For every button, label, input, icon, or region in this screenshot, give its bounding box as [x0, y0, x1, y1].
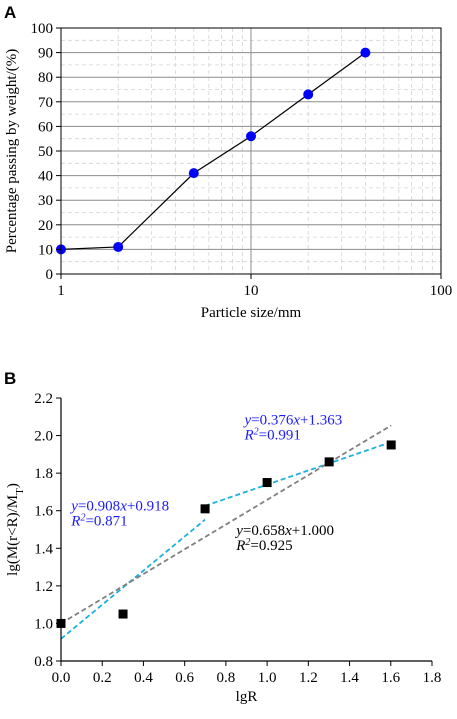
x-tick-label: 0.4 [134, 670, 153, 686]
fit-equation: y=0.658x+1.000 [234, 523, 334, 539]
x-tick-label: 1 [57, 283, 65, 299]
panel-a-x-axis-title: Particle size/mm [201, 305, 302, 321]
fit-equation: y=0.908x+0.918 [69, 499, 169, 515]
panel-b-ticks: 0.0 0.2 0.4 0.6 0.8 1.0 1.2 1.4 1.6 1.8 0.8 1.0 1.2 1… [34, 391, 441, 686]
y-tick-label: 70 [38, 95, 53, 111]
y-tick-label: 1.0 [34, 616, 53, 632]
y-tick-label: 40 [38, 169, 53, 185]
x-tick-label: 0.8 [217, 670, 236, 686]
x-tick-label: 1.8 [423, 670, 442, 686]
y-tick-label: 90 [38, 46, 53, 62]
x-tick-label: 100 [430, 283, 453, 299]
data-point [324, 457, 334, 467]
data-point [113, 241, 124, 252]
y-tick-label: 80 [38, 70, 53, 86]
panel-b-y-axis-title-subscript: T [14, 488, 26, 495]
panel-a-ticks: 1 10 100 0 10 20 30 40 50 60 70 80 90 100 [31, 21, 453, 299]
panel-b-y-axis-title-end: ) [5, 483, 21, 488]
y-tick-label: 1.6 [34, 504, 53, 520]
data-point [118, 609, 128, 619]
y-tick-label: 2.2 [34, 391, 53, 407]
data-point [386, 440, 396, 450]
data-point [303, 89, 314, 100]
y-tick-label: 20 [38, 218, 53, 234]
panel-b: B 0.0 0.2 0.4 0.6 0.8 1.0 1.2 1.4 1.6 1.8 0.8 1.0 1.… [4, 369, 441, 705]
x-tick-label: 1.6 [381, 670, 400, 686]
y-tick-label: 0.8 [34, 654, 53, 670]
panel-a-y-axis-title: Percentage passing by weight/(%) [4, 49, 20, 254]
data-point [246, 131, 256, 142]
fit-line [204, 441, 392, 507]
y-tick-label: 1.8 [34, 466, 53, 482]
y-tick-label: 2.0 [34, 429, 53, 445]
panel-b-axes [60, 398, 432, 662]
fit-line [60, 518, 206, 640]
panel-a-series [60, 52, 366, 250]
data-point [200, 504, 210, 514]
data-point [360, 47, 371, 58]
fit-r-squared: R2=0.991 [243, 426, 300, 444]
panel-b-x-axis-title: lgR [236, 689, 258, 705]
panel-a-points [56, 47, 371, 255]
y-tick-label: 100 [31, 21, 54, 37]
fit-equation: y=0.376x+1.363 [242, 412, 342, 428]
y-tick-label: 10 [38, 242, 53, 258]
x-tick-label: 0.0 [52, 670, 71, 686]
fit-line [60, 424, 392, 625]
y-tick-label: 0 [46, 267, 54, 283]
panel-b-y-axis-title: lg(M(r<R)/MT) [5, 483, 26, 576]
data-point [262, 478, 272, 488]
y-tick-label: 30 [38, 193, 53, 209]
series-line [60, 52, 366, 250]
panel-a-grid [60, 27, 442, 275]
panel-a: A 1 10 100 0 10 20 30 40 50 60 70 80 90 100 Particle … [4, 3, 452, 321]
fit-r-squared: R2=0.871 [70, 512, 127, 530]
x-tick-label: 1.2 [299, 670, 318, 686]
panel-b-equations: y=0.908x+0.918R2=0.871y=0.376x+1.363R2=0… [69, 412, 342, 554]
y-tick-label: 60 [38, 119, 53, 135]
y-tick-label: 50 [38, 144, 53, 160]
fit-r-squared: R2=0.925 [235, 537, 292, 555]
panel-b-fit-lines [60, 424, 392, 640]
panel-b-label: B [4, 369, 16, 388]
x-tick-label: 1.0 [258, 670, 277, 686]
y-tick-label: 1.4 [34, 541, 53, 557]
x-tick-label: 0.6 [175, 670, 194, 686]
data-point [188, 168, 199, 179]
panel-b-y-axis-title-main: lg(M(r<R)/M [5, 495, 21, 576]
panel-a-label: A [4, 3, 16, 22]
x-tick-label: 0.2 [93, 670, 112, 686]
x-tick-label: 1.4 [340, 670, 359, 686]
x-tick-label: 10 [244, 283, 259, 299]
y-tick-label: 1.2 [34, 579, 53, 595]
